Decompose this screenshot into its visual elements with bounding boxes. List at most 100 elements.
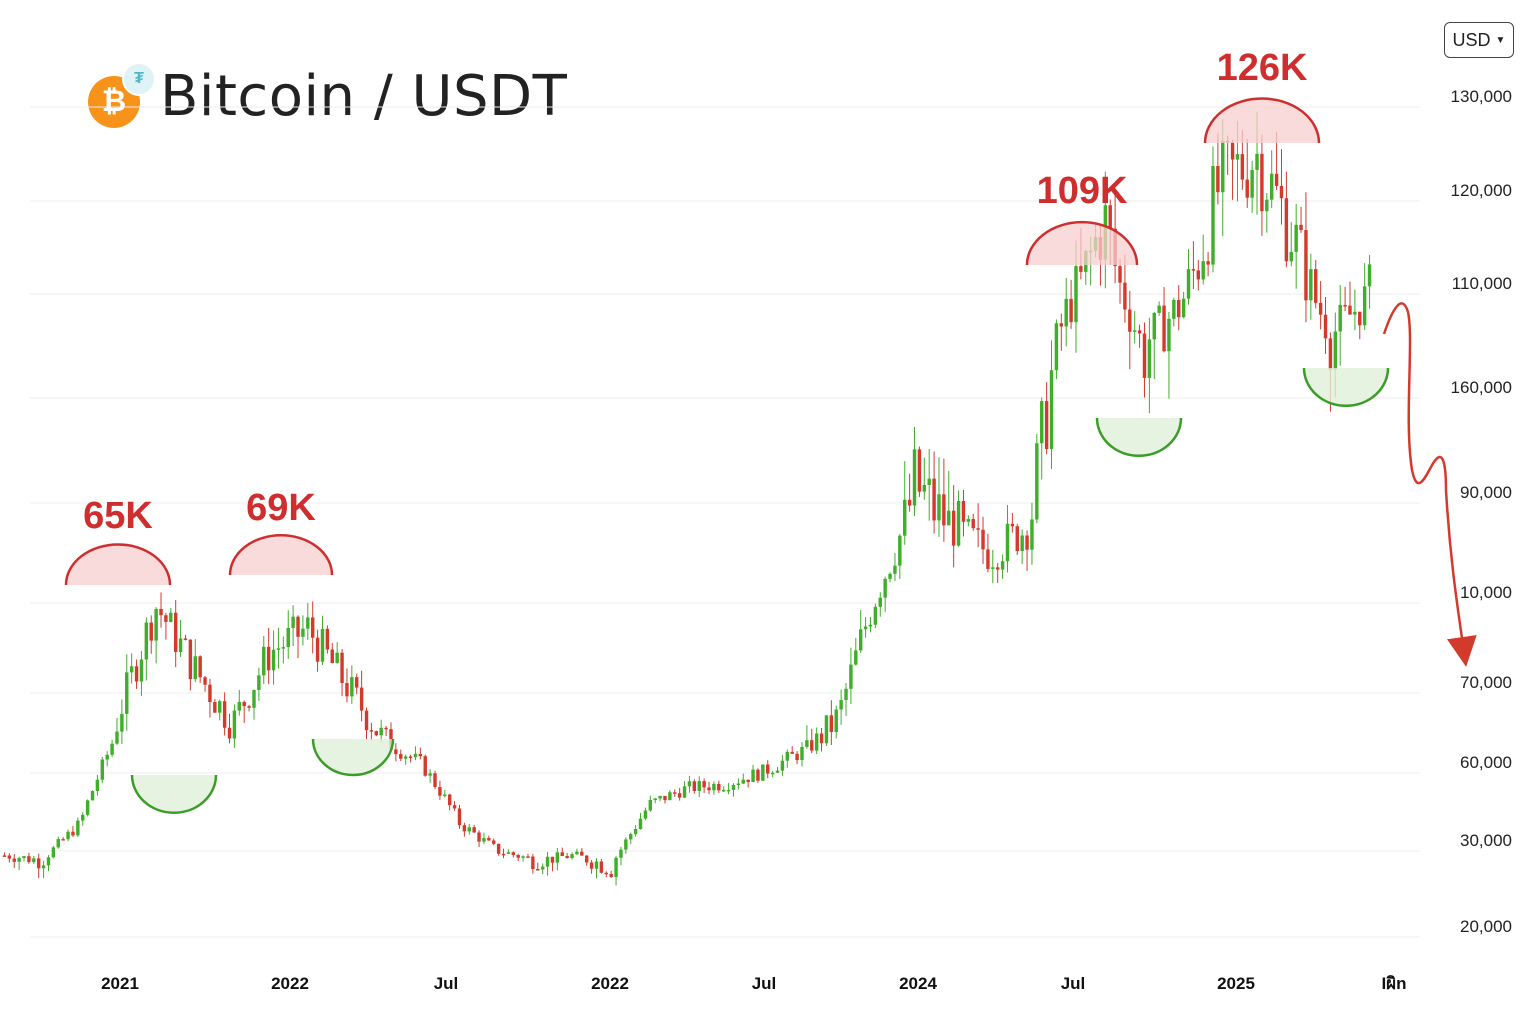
- y-tick-label: 110,000: [1452, 274, 1512, 293]
- candle-body: [1358, 311, 1362, 326]
- trough-arc: [1095, 417, 1183, 457]
- x-tick-label: 2022: [591, 974, 629, 993]
- candle-body: [731, 784, 736, 790]
- peak-label: 65K: [83, 495, 153, 537]
- candle-body: [810, 740, 814, 751]
- candle-body: [991, 567, 995, 569]
- candle-body: [643, 810, 648, 819]
- candle-body: [1074, 266, 1078, 323]
- trough-bowl: [132, 775, 216, 813]
- candle-body: [761, 764, 765, 781]
- candle-body: [423, 756, 427, 776]
- candle-body: [359, 687, 364, 711]
- chart-title-group: ₿ ₮ Bitcoin / USDT: [88, 61, 567, 129]
- candle-body: [937, 494, 941, 521]
- candle-body: [286, 627, 290, 648]
- candle-body: [609, 874, 613, 878]
- candle-body: [526, 856, 530, 858]
- candle-body: [624, 839, 628, 850]
- peak-arc: [1025, 220, 1139, 266]
- candle-body: [306, 617, 310, 629]
- candle-body: [692, 781, 697, 791]
- candle-body: [1015, 526, 1019, 552]
- candle-body: [218, 701, 222, 713]
- currency-selector[interactable]: USD ▼: [1444, 22, 1514, 58]
- candle-body: [839, 700, 843, 710]
- candle-body: [580, 851, 584, 856]
- candle-body: [501, 853, 506, 856]
- candle-body: [824, 715, 829, 744]
- candle-body: [66, 831, 70, 840]
- candle-body: [707, 787, 711, 791]
- candle-body: [521, 856, 525, 858]
- candle-body: [1274, 173, 1279, 186]
- candle-body: [629, 834, 633, 840]
- candle-body: [413, 753, 418, 758]
- candle-body: [560, 852, 564, 857]
- candle-body: [232, 710, 237, 739]
- trough-bowl: [1097, 418, 1181, 456]
- candle-body: [408, 756, 413, 758]
- trough-arc: [311, 738, 395, 777]
- candle-body: [335, 652, 339, 663]
- candle-body: [178, 638, 183, 653]
- candle-body: [1362, 286, 1367, 326]
- candle-body: [1132, 330, 1137, 332]
- peak-arc: [64, 543, 172, 586]
- y-tick-label: 90,000: [1460, 483, 1512, 502]
- candle-body: [995, 567, 1000, 570]
- candle-body: [506, 852, 511, 854]
- candle-body: [496, 843, 501, 854]
- candle-body: [702, 781, 706, 788]
- candle-body: [125, 672, 129, 714]
- candle-body: [511, 852, 516, 856]
- x-tick-label: Jul: [752, 974, 777, 993]
- candle-body: [976, 528, 980, 530]
- candle-body: [780, 760, 785, 771]
- candle-body: [1128, 309, 1132, 332]
- candle-body: [922, 484, 927, 492]
- candle-body: [599, 861, 604, 873]
- x-axis: 2021 2022 Jul 2022 Jul 2024 Jul 2025 Iผิn: [101, 974, 1406, 993]
- candle-body: [330, 649, 334, 663]
- candle-body: [668, 792, 672, 801]
- peak-cap: [230, 535, 332, 575]
- candle-body: [1304, 230, 1308, 301]
- candle-body: [1230, 142, 1235, 160]
- candle-body: [149, 622, 153, 641]
- candle-body: [663, 796, 667, 801]
- candle-body: [673, 792, 677, 794]
- peak-cap: [1205, 98, 1319, 143]
- candle-body: [320, 628, 325, 662]
- candle-body: [540, 866, 545, 870]
- candle-body: [110, 743, 114, 755]
- candle-body: [492, 840, 496, 844]
- candle-body: [61, 839, 65, 841]
- x-tick-label: 2021: [101, 974, 139, 993]
- candle-body: [105, 754, 109, 760]
- candle-body: [1191, 269, 1196, 271]
- candle-body: [1123, 282, 1127, 310]
- candle-body: [858, 629, 863, 651]
- candle-body: [129, 666, 134, 673]
- candle-body: [1294, 224, 1298, 252]
- x-tick-label: 2024: [899, 974, 937, 993]
- candle-body: [1250, 169, 1254, 198]
- candle-body: [1157, 305, 1161, 313]
- candle-body: [883, 578, 887, 598]
- candle-body: [237, 701, 242, 711]
- candle-body: [183, 638, 188, 640]
- candle-body: [1059, 323, 1064, 327]
- candle-body: [1245, 179, 1249, 198]
- trough-bowl: [313, 739, 393, 775]
- candle-body: [721, 789, 726, 792]
- candle-body: [1323, 314, 1328, 339]
- candle-body: [90, 790, 95, 801]
- candle-body: [472, 827, 476, 833]
- candle-body: [516, 855, 520, 858]
- candle-body: [159, 608, 163, 616]
- candle-body: [1040, 401, 1044, 444]
- candle-body: [271, 649, 276, 671]
- peak-arc: [228, 534, 334, 576]
- candle-body: [756, 769, 760, 781]
